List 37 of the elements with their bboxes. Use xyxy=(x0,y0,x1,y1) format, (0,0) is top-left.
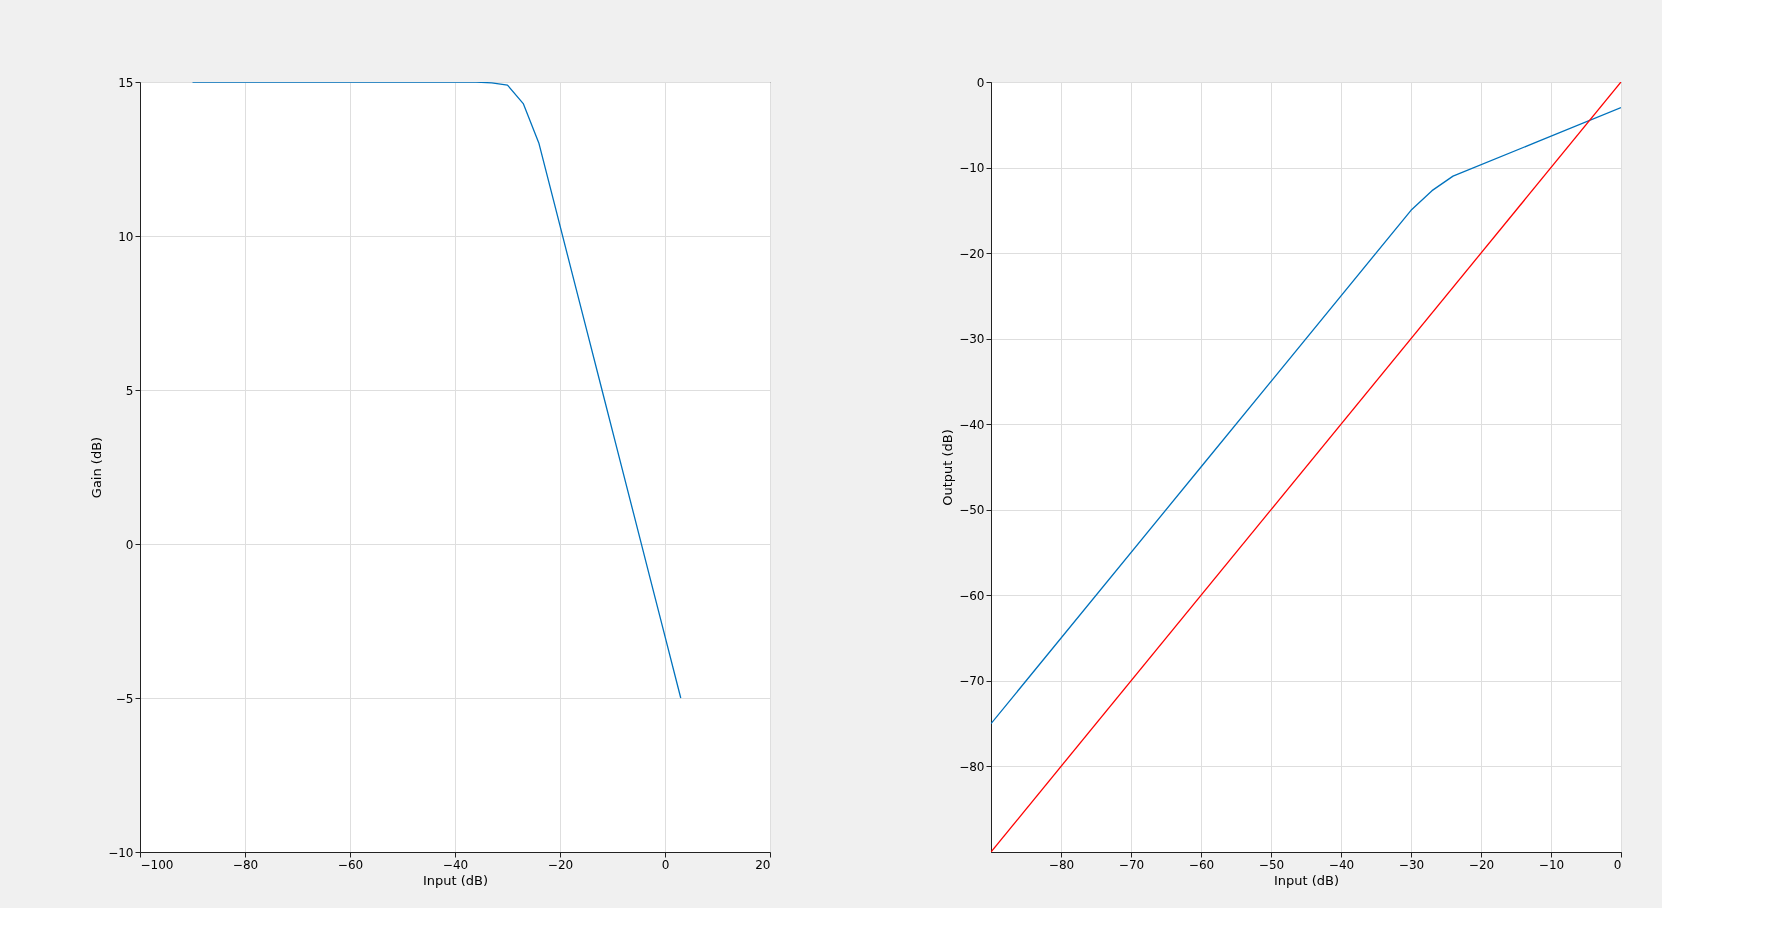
x-tick-label: −40 xyxy=(442,857,469,872)
x-tick-label: 20 xyxy=(755,857,771,872)
y-tick-label: −5 xyxy=(115,691,134,706)
y-tick-label: −20 xyxy=(959,246,985,261)
x-tick-label: −70 xyxy=(1118,857,1145,872)
x-axis-title: Input (dB) xyxy=(422,872,489,888)
y-tick-label: 5 xyxy=(125,383,134,398)
x-tick-label: 0 xyxy=(1613,857,1622,872)
x-tick-label: −50 xyxy=(1258,857,1285,872)
line-series xyxy=(191,82,682,699)
y-tick-label: −10 xyxy=(108,845,134,860)
x-tick-label: −80 xyxy=(1048,857,1075,872)
y-tick-label: −30 xyxy=(959,332,985,347)
x-tick-label: −100 xyxy=(140,857,174,872)
x-tick-label: −60 xyxy=(337,857,364,872)
y-tick-label: 15 xyxy=(118,75,134,90)
y-tick-label: −70 xyxy=(959,674,985,689)
y-tick-label: 0 xyxy=(976,75,985,90)
y-tick-label: −50 xyxy=(959,503,985,518)
y-tick-label: 10 xyxy=(118,229,134,244)
x-tick-label: −20 xyxy=(547,857,574,872)
x-tick-label: −30 xyxy=(1398,857,1425,872)
line-series xyxy=(991,107,1621,725)
y-axis-title: Output (dB) xyxy=(940,429,956,506)
y-tick-label: −40 xyxy=(959,417,985,432)
y-tick-label: −60 xyxy=(959,588,985,603)
y-tick-label: 0 xyxy=(125,537,134,552)
y-tick-label: −10 xyxy=(959,161,985,176)
x-tick-label: −80 xyxy=(232,857,259,872)
x-tick-label: −40 xyxy=(1328,857,1355,872)
x-tick-label: −10 xyxy=(1538,857,1565,872)
x-tick-label: −20 xyxy=(1468,857,1495,872)
x-tick-label: 0 xyxy=(661,857,670,872)
y-axis-title: Gain (dB) xyxy=(89,436,105,499)
y-tick-label: −80 xyxy=(959,759,985,774)
x-tick-label: −60 xyxy=(1188,857,1215,872)
x-axis-title: Input (dB) xyxy=(1273,872,1340,888)
